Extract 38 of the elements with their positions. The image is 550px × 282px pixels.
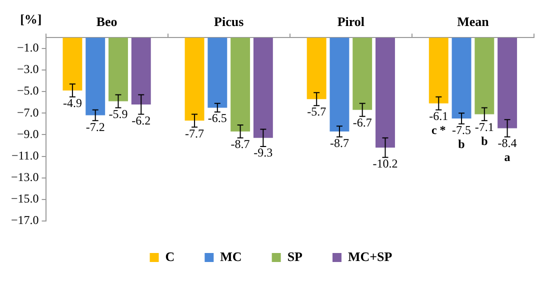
legend-label: C bbox=[165, 248, 175, 264]
data-label: -8.7 bbox=[330, 136, 349, 150]
data-label: -7.2 bbox=[86, 120, 105, 134]
data-label: -6.7 bbox=[352, 116, 372, 130]
data-label: -8.4 bbox=[498, 136, 517, 150]
x-tick-label: Pirol bbox=[337, 14, 365, 30]
x-tick-label: Mean bbox=[457, 14, 490, 30]
data-label: -9.3 bbox=[254, 146, 273, 160]
y-tick-label: −5.0 bbox=[16, 84, 39, 98]
y-tick-label: −7.0 bbox=[16, 105, 39, 120]
data-label: -5.9 bbox=[108, 106, 128, 121]
legend-label: MC+SP bbox=[348, 248, 392, 264]
annotation: a bbox=[504, 150, 510, 164]
legend-label: MC bbox=[220, 248, 242, 264]
data-label: -10.2 bbox=[372, 156, 398, 171]
data-label: -4.9 bbox=[62, 96, 82, 110]
y-tick-label: −13.0 bbox=[10, 170, 39, 184]
data-label: -6.5 bbox=[208, 111, 227, 126]
x-tick-label: Picus bbox=[214, 14, 244, 30]
data-label: -8.7 bbox=[230, 137, 250, 152]
data-label: -7.1 bbox=[474, 120, 494, 134]
y-tick-label: −9.0 bbox=[16, 126, 39, 141]
y-tick-label: −3.0 bbox=[16, 62, 39, 76]
data-label: -6.2 bbox=[132, 113, 151, 128]
y-tick-label: −11.0 bbox=[11, 148, 39, 162]
data-label: -6.1 bbox=[429, 109, 448, 124]
x-tick-label: Beo bbox=[96, 14, 118, 30]
annotation: c * bbox=[431, 122, 446, 137]
y-axis-title: [%] bbox=[20, 11, 42, 26]
data-label: -7.7 bbox=[185, 126, 204, 140]
annotation: b bbox=[458, 137, 466, 151]
data-label: -7.5 bbox=[452, 123, 472, 138]
y-tick-label: −17.0 bbox=[10, 213, 39, 228]
y-tick-label: −1.0 bbox=[16, 40, 39, 55]
data-label: -5.7 bbox=[307, 104, 326, 119]
y-tick-label: −15.0 bbox=[10, 192, 39, 206]
annotation: b bbox=[481, 134, 488, 148]
legend-label: SP bbox=[287, 248, 303, 264]
